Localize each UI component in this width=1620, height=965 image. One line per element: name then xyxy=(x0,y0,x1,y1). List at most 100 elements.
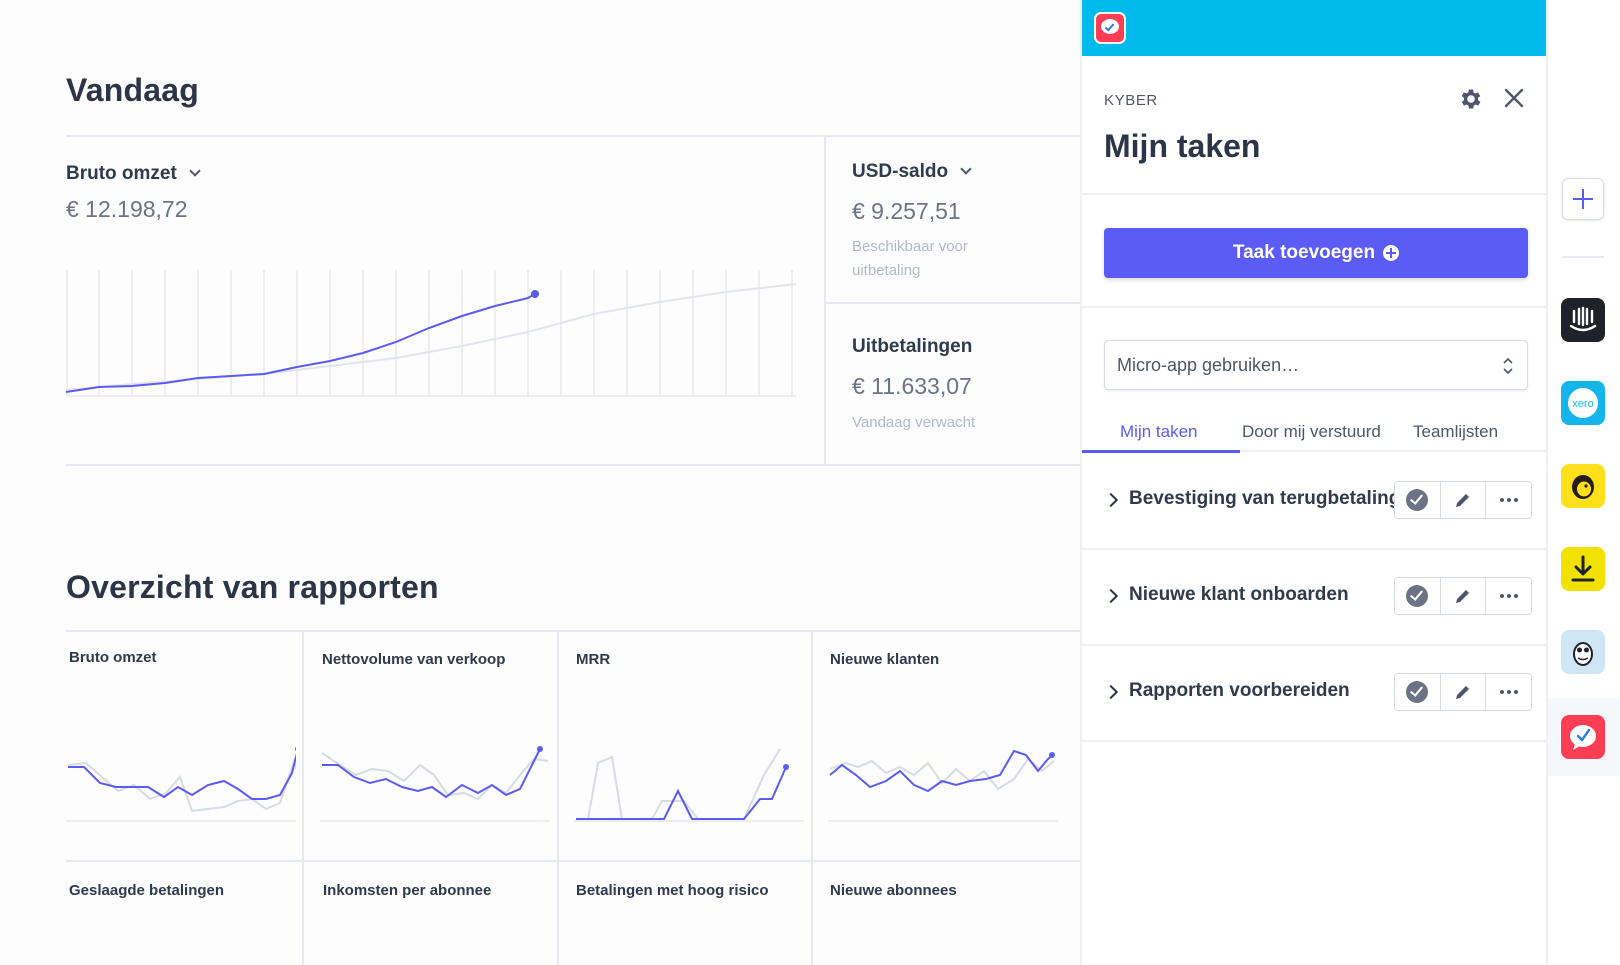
usd-balance-sub: Beschikbaar voor uitbetaling xyxy=(852,238,968,279)
download-app-icon[interactable] xyxy=(1561,547,1605,591)
check-circle-icon xyxy=(1406,681,1429,703)
pencil-icon xyxy=(1456,686,1469,699)
task-tabs: Mijn taken Door mij verstuurd Teamlijste… xyxy=(1082,418,1546,453)
micro-app-select[interactable]: Micro-app gebruiken… xyxy=(1104,340,1528,390)
tile-title-new-customers[interactable]: Nieuwe klanten xyxy=(830,651,940,668)
task-label: Rapporten voorbereiden xyxy=(1129,680,1350,701)
gear-icon[interactable] xyxy=(1458,86,1484,112)
payouts-title: Uitbetalingen xyxy=(852,336,973,357)
divider xyxy=(811,632,813,965)
tile-title-successful-payments[interactable]: Geslaagde betalingen xyxy=(69,882,225,899)
complete-task-button[interactable] xyxy=(1395,482,1441,518)
kyber-panel: KYBER Mijn taken Taak toevoegen Micro-ap… xyxy=(1080,0,1548,965)
task-actions xyxy=(1394,673,1532,711)
divider xyxy=(66,860,1080,862)
task-row[interactable]: Bevestiging van terugbetaling xyxy=(1082,454,1546,550)
panel-eyebrow: KYBER xyxy=(1104,92,1158,109)
micro-app-placeholder: Micro-app gebruiken… xyxy=(1117,354,1300,375)
panel-header-bar xyxy=(1082,0,1546,56)
edit-task-button[interactable] xyxy=(1441,578,1487,614)
more-dots-icon xyxy=(1499,690,1518,694)
divider xyxy=(557,632,559,965)
usd-balance-value: € 9.257,51 xyxy=(852,198,961,224)
kyber-icon[interactable] xyxy=(1561,715,1605,759)
check-circle-icon xyxy=(1406,585,1429,607)
tab-team-lists[interactable]: Teamlijsten xyxy=(1413,422,1499,441)
complete-task-button[interactable] xyxy=(1395,578,1441,614)
sparkline-mrr xyxy=(574,748,804,822)
divider xyxy=(826,302,1080,304)
pencil-icon xyxy=(1456,590,1469,603)
edit-task-button[interactable] xyxy=(1441,482,1487,518)
mailchimp-icon[interactable] xyxy=(1561,464,1605,508)
today-heading: Vandaag xyxy=(66,72,200,108)
tile-title-revenue-per-subscriber[interactable]: Inkomsten per abonnee xyxy=(323,882,492,899)
task-actions xyxy=(1394,481,1532,519)
xero-icon[interactable]: xero xyxy=(1561,381,1605,425)
more-options-button[interactable] xyxy=(1486,674,1531,710)
close-icon[interactable] xyxy=(1502,86,1526,110)
complete-task-button[interactable] xyxy=(1395,674,1441,710)
tile-title-high-risk-payments[interactable]: Betalingen met hoog risico xyxy=(576,882,769,899)
tile-title-net-volume[interactable]: Nettovolume van verkoop xyxy=(322,651,506,668)
divider xyxy=(66,464,1080,466)
sparkline-new-customers xyxy=(828,749,1058,822)
task-label: Nieuwe klant onboarden xyxy=(1129,584,1349,605)
add-app-button[interactable] xyxy=(1562,178,1604,220)
pencil-icon xyxy=(1456,494,1469,507)
chevron-down-icon xyxy=(960,163,972,175)
select-updown-icon xyxy=(1503,357,1513,375)
sparkline-gross-volume xyxy=(66,746,296,822)
sparkline-net-volume xyxy=(320,746,550,822)
tab-my-tasks[interactable]: Mijn taken xyxy=(1120,422,1198,441)
gross-volume-title: Bruto omzet xyxy=(66,163,177,184)
plus-circle-icon xyxy=(1383,245,1400,261)
gross-volume-line xyxy=(66,293,536,393)
task-row[interactable]: Nieuwe klant onboarden xyxy=(1082,550,1546,646)
tab-sent-by-me[interactable]: Door mij verstuurd xyxy=(1242,422,1381,441)
tile-title-new-subscribers[interactable]: Nieuwe abonnees xyxy=(830,882,957,899)
app-rail: xero xyxy=(1548,0,1620,965)
divider xyxy=(1082,193,1546,195)
dashboard: Vandaag Bruto omzet € 12.198,72 USD-sald… xyxy=(66,72,1080,965)
divider xyxy=(66,135,1080,137)
owl-app-icon[interactable] xyxy=(1561,630,1605,674)
more-dots-icon xyxy=(1499,498,1518,502)
gross-volume-chart xyxy=(66,270,797,397)
task-row[interactable]: Rapporten voorbereiden xyxy=(1082,646,1546,742)
add-task-label: Taak toevoegen xyxy=(1232,242,1376,263)
chevron-right-icon[interactable] xyxy=(1103,684,1119,700)
tile-title-mrr[interactable]: MRR xyxy=(576,651,611,668)
kyber-logo-icon xyxy=(1094,12,1126,44)
tile-title-gross-volume[interactable]: Bruto omzet xyxy=(69,649,157,666)
add-task-button[interactable]: Taak toevoegen xyxy=(1104,228,1528,278)
payouts-sub: Vandaag verwacht xyxy=(852,414,976,431)
chevron-down-icon xyxy=(189,165,201,177)
intercom-icon[interactable] xyxy=(1561,298,1605,342)
divider xyxy=(824,135,826,465)
chevron-right-icon[interactable] xyxy=(1103,588,1119,604)
reports-heading: Overzicht van rapporten xyxy=(66,569,439,605)
usd-balance-selector[interactable]: USD-saldo xyxy=(852,161,972,183)
more-options-button[interactable] xyxy=(1486,578,1531,614)
task-label: Bevestiging van terugbetaling xyxy=(1129,488,1401,509)
active-tab-indicator xyxy=(1082,450,1240,453)
payouts-value: € 11.633,07 xyxy=(852,373,972,399)
gross-volume-selector[interactable]: Bruto omzet xyxy=(66,163,201,185)
more-dots-icon xyxy=(1499,594,1518,598)
panel-title: Mijn taken xyxy=(1104,128,1261,164)
divider xyxy=(66,630,1080,632)
task-actions xyxy=(1394,577,1532,615)
divider xyxy=(302,632,304,965)
chevron-right-icon[interactable] xyxy=(1103,492,1119,508)
usd-balance-title: USD-saldo xyxy=(852,161,949,182)
xero-logo-text: xero xyxy=(1572,398,1593,410)
divider xyxy=(1562,256,1604,258)
edit-task-button[interactable] xyxy=(1441,674,1487,710)
comparison-line xyxy=(66,283,797,391)
check-circle-icon xyxy=(1406,489,1429,511)
more-options-button[interactable] xyxy=(1486,482,1531,518)
gross-volume-point xyxy=(531,290,539,298)
divider xyxy=(1082,306,1546,308)
gross-volume-value: € 12.198,72 xyxy=(66,196,188,222)
